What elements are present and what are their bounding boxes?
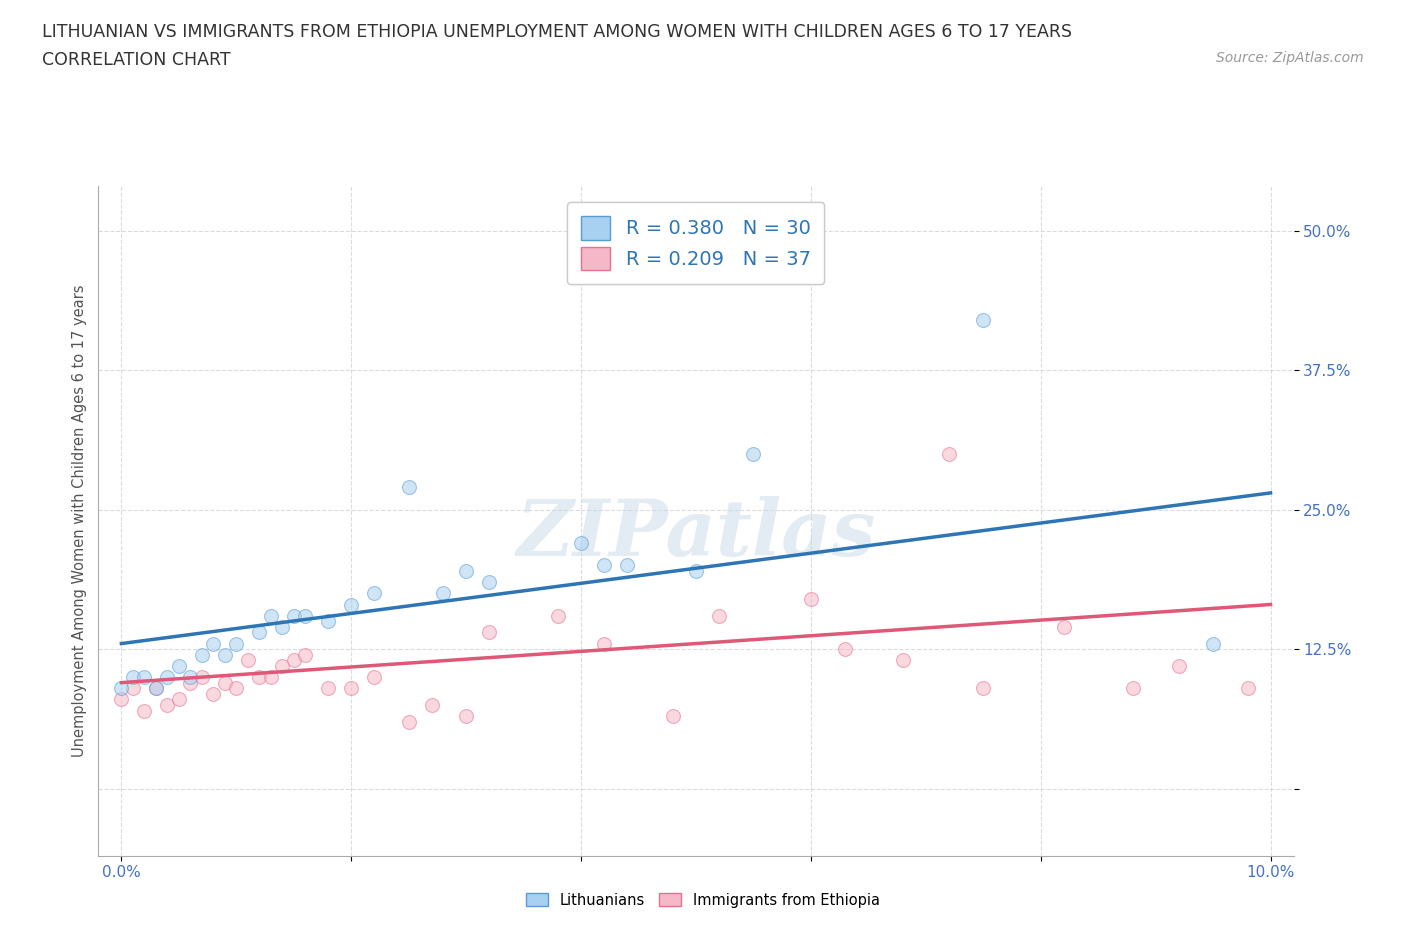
Point <box>398 714 420 729</box>
Text: ZIPatlas: ZIPatlas <box>516 496 876 573</box>
Point <box>707 608 730 623</box>
Point <box>891 653 914 668</box>
Point <box>225 636 247 651</box>
Point <box>363 586 385 601</box>
Point <box>271 658 294 673</box>
Point <box>547 608 569 623</box>
Point <box>478 575 501 590</box>
Point <box>283 608 305 623</box>
Point <box>1236 681 1258 696</box>
Point <box>593 558 616 573</box>
Point <box>616 558 638 573</box>
Point <box>202 686 225 701</box>
Point <box>191 670 214 684</box>
Point <box>662 709 685 724</box>
Point <box>247 625 270 640</box>
Point <box>179 675 201 690</box>
Point <box>214 647 236 662</box>
Point <box>593 636 616 651</box>
Point <box>742 446 765 461</box>
Point <box>316 681 339 696</box>
Point <box>420 698 443 712</box>
Point <box>340 681 363 696</box>
Point <box>134 670 156 684</box>
Point <box>167 658 190 673</box>
Point <box>972 312 994 327</box>
Point <box>456 564 478 578</box>
Point <box>260 608 283 623</box>
Point <box>247 670 270 684</box>
Y-axis label: Unemployment Among Women with Children Ages 6 to 17 years: Unemployment Among Women with Children A… <box>72 285 87 757</box>
Point <box>685 564 707 578</box>
Point <box>167 692 190 707</box>
Point <box>294 647 316 662</box>
Point <box>1202 636 1225 651</box>
Point <box>294 608 316 623</box>
Point <box>1053 619 1076 634</box>
Point <box>972 681 994 696</box>
Text: CORRELATION CHART: CORRELATION CHART <box>42 51 231 69</box>
Text: Source: ZipAtlas.com: Source: ZipAtlas.com <box>1216 51 1364 65</box>
Point <box>1167 658 1189 673</box>
Point <box>202 636 225 651</box>
Point <box>800 591 823 606</box>
Point <box>478 625 501 640</box>
Point <box>260 670 283 684</box>
Point <box>363 670 385 684</box>
Point <box>122 681 145 696</box>
Point <box>122 670 145 684</box>
Point <box>145 681 167 696</box>
Point <box>156 670 179 684</box>
Point <box>340 597 363 612</box>
Point <box>191 647 214 662</box>
Point <box>834 642 856 657</box>
Point <box>398 480 420 495</box>
Point <box>225 681 247 696</box>
Point <box>1122 681 1144 696</box>
Point <box>456 709 478 724</box>
Point <box>271 619 294 634</box>
Point <box>145 681 167 696</box>
Point <box>236 653 259 668</box>
Point <box>134 703 156 718</box>
Point <box>110 692 132 707</box>
Point <box>156 698 179 712</box>
Point <box>214 675 236 690</box>
Legend: Lithuanians, Immigrants from Ethiopia: Lithuanians, Immigrants from Ethiopia <box>520 886 886 913</box>
Text: LITHUANIAN VS IMMIGRANTS FROM ETHIOPIA UNEMPLOYMENT AMONG WOMEN WITH CHILDREN AG: LITHUANIAN VS IMMIGRANTS FROM ETHIOPIA U… <box>42 23 1073 41</box>
Point <box>283 653 305 668</box>
Point <box>110 681 132 696</box>
Legend: R = 0.380   N = 30, R = 0.209   N = 37: R = 0.380 N = 30, R = 0.209 N = 37 <box>568 203 824 284</box>
Point <box>432 586 454 601</box>
Point <box>179 670 201 684</box>
Point <box>316 614 339 629</box>
Point <box>938 446 960 461</box>
Point <box>569 536 592 551</box>
